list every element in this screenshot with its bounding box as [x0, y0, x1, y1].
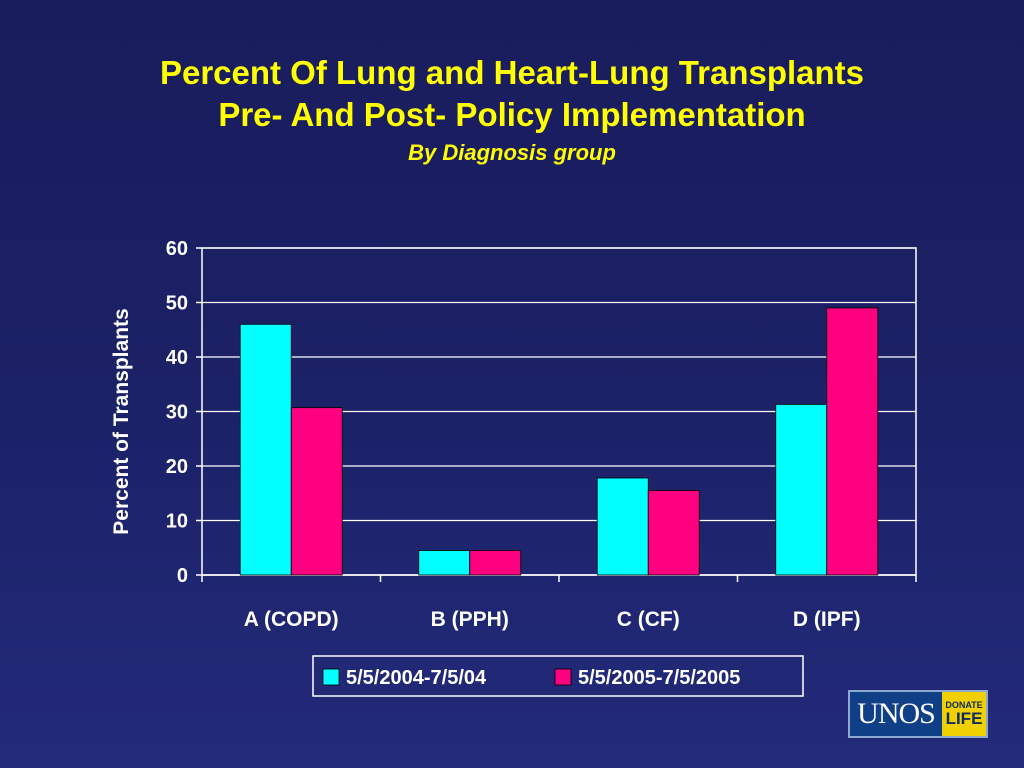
y-axis-title: Percent of Transplants [110, 308, 133, 534]
bar-pre-3 [775, 404, 828, 576]
bar-post-1 [469, 550, 522, 576]
bar-post-0 [290, 407, 343, 576]
bar-post-3 [826, 307, 879, 576]
y-tick-label: 30 [166, 402, 188, 424]
unos-donate-life-logo: UNOS DONATE LIFE [848, 690, 988, 738]
y-tick-label: 20 [166, 456, 188, 478]
logo-donate-text: DONATE [945, 700, 983, 710]
y-tick-label: 0 [177, 565, 188, 587]
x-category-label: A (COPD) [244, 608, 339, 631]
bar-pre-1 [418, 550, 471, 576]
y-tick-label: 10 [166, 511, 188, 533]
slide-title-line-2: Pre- And Post- Policy Implementation [218, 96, 806, 133]
y-tick-label: 50 [166, 293, 188, 315]
bar-post-2 [647, 490, 700, 576]
logo-life-text: LIFE [945, 709, 983, 728]
x-category-label: D (IPF) [793, 608, 861, 631]
legend-swatch [554, 668, 572, 686]
logo-unos-text: UNOS [850, 692, 942, 736]
y-tick-label: 40 [166, 347, 188, 369]
slide-title-block: Percent Of Lung and Heart-Lung Transplan… [0, 52, 1024, 170]
bar-pre-2 [596, 477, 649, 576]
x-category-label: C (CF) [617, 608, 680, 631]
legend-label: 5/5/2004-7/5/04 [346, 667, 487, 689]
slide-title-line-1: Percent Of Lung and Heart-Lung Transplan… [159, 54, 865, 91]
slide-subtitle: By Diagnosis group [408, 140, 616, 165]
y-tick-label: 60 [166, 238, 188, 260]
plot-area: 0 10 20 30 40 50 60 A (COPD) B (PPH) C (CF) D (IPF… [110, 238, 917, 697]
x-category-label: B (PPH) [431, 608, 509, 631]
legend-box [312, 655, 804, 697]
bar-pre-0 [239, 323, 292, 576]
legend-swatch [322, 668, 340, 686]
legend-label: 5/5/2005-7/5/2005 [578, 667, 740, 689]
logo-donate-life: DONATE LIFE [942, 692, 986, 736]
